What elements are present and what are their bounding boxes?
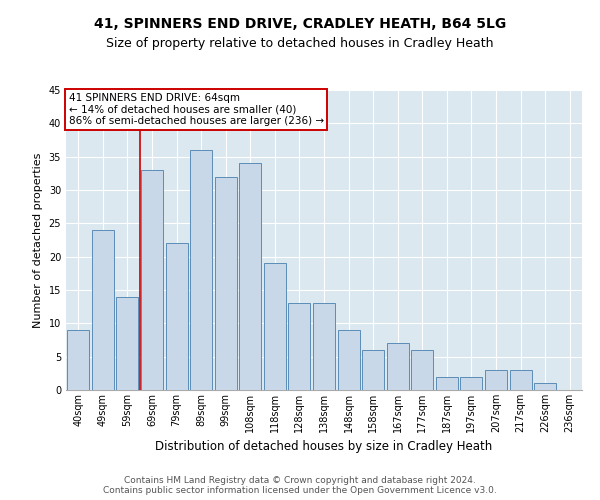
Text: Contains HM Land Registry data © Crown copyright and database right 2024.
Contai: Contains HM Land Registry data © Crown c… — [103, 476, 497, 495]
Bar — [141, 170, 163, 390]
Bar — [239, 164, 262, 390]
Bar — [190, 150, 212, 390]
Bar — [215, 176, 237, 390]
Text: 41 SPINNERS END DRIVE: 64sqm
← 14% of detached houses are smaller (40)
86% of se: 41 SPINNERS END DRIVE: 64sqm ← 14% of de… — [68, 93, 324, 126]
Bar — [485, 370, 507, 390]
Bar — [534, 384, 556, 390]
Bar — [289, 304, 310, 390]
Bar — [313, 304, 335, 390]
Y-axis label: Number of detached properties: Number of detached properties — [33, 152, 43, 328]
Bar — [264, 264, 286, 390]
Bar — [386, 344, 409, 390]
Bar — [362, 350, 384, 390]
Bar — [436, 376, 458, 390]
Bar — [116, 296, 139, 390]
Bar — [166, 244, 188, 390]
Bar — [67, 330, 89, 390]
Text: Size of property relative to detached houses in Cradley Heath: Size of property relative to detached ho… — [106, 38, 494, 51]
Bar — [509, 370, 532, 390]
Bar — [411, 350, 433, 390]
Bar — [338, 330, 359, 390]
Bar — [460, 376, 482, 390]
Text: 41, SPINNERS END DRIVE, CRADLEY HEATH, B64 5LG: 41, SPINNERS END DRIVE, CRADLEY HEATH, B… — [94, 18, 506, 32]
Bar — [92, 230, 114, 390]
X-axis label: Distribution of detached houses by size in Cradley Heath: Distribution of detached houses by size … — [155, 440, 493, 454]
